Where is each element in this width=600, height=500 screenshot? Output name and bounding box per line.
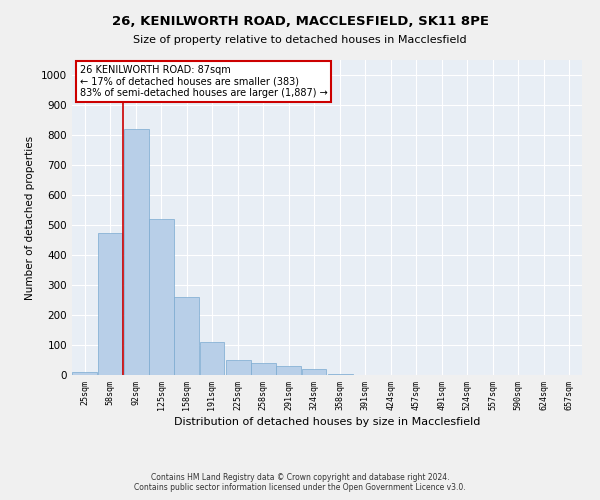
Bar	[251, 363, 276, 375]
Text: Contains HM Land Registry data © Crown copyright and database right 2024.
Contai: Contains HM Land Registry data © Crown c…	[134, 473, 466, 492]
Bar	[328, 374, 353, 375]
Bar	[97, 232, 122, 375]
Bar	[226, 360, 251, 375]
Bar	[72, 372, 97, 375]
Bar	[199, 342, 224, 375]
X-axis label: Distribution of detached houses by size in Macclesfield: Distribution of detached houses by size …	[174, 417, 480, 427]
Text: 26 KENILWORTH ROAD: 87sqm
← 17% of detached houses are smaller (383)
83% of semi: 26 KENILWORTH ROAD: 87sqm ← 17% of detac…	[80, 64, 328, 98]
Y-axis label: Number of detached properties: Number of detached properties	[25, 136, 35, 300]
Bar	[174, 297, 199, 375]
Text: Size of property relative to detached houses in Macclesfield: Size of property relative to detached ho…	[133, 35, 467, 45]
Bar	[276, 366, 301, 375]
Bar	[149, 219, 174, 375]
Text: 26, KENILWORTH ROAD, MACCLESFIELD, SK11 8PE: 26, KENILWORTH ROAD, MACCLESFIELD, SK11 …	[112, 15, 488, 28]
Bar	[302, 369, 326, 375]
Bar	[124, 129, 149, 375]
